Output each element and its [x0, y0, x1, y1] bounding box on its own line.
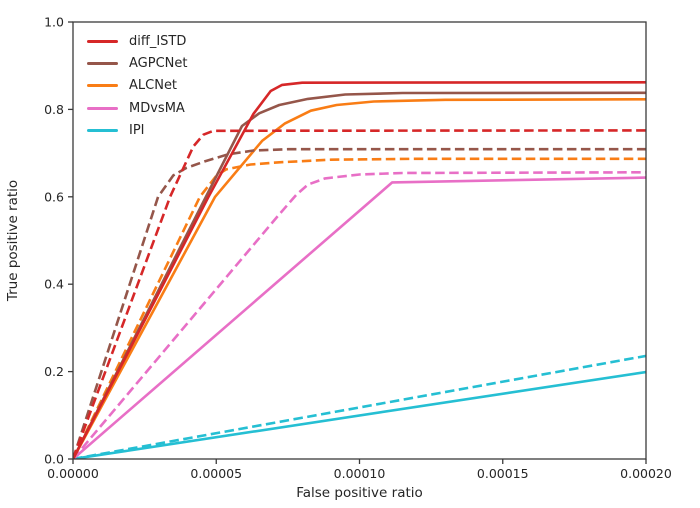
y-tick-label: 0.2: [44, 364, 64, 379]
legend-item-ipi: IPI: [87, 119, 187, 141]
series-MDvsMA-solid-line: [73, 176, 646, 459]
x-tick-label: 0.00000: [47, 466, 99, 481]
x-tick-label: 0.00005: [190, 466, 242, 481]
series-diff_ISTD-dashed-line: [73, 129, 646, 459]
legend-line-sample: [87, 106, 118, 110]
legend-line-sample: [87, 61, 118, 65]
y-tick-label: 0.6: [44, 189, 64, 204]
curves-group: [73, 81, 646, 459]
legend-line-sample: [87, 128, 118, 132]
x-tick-label: 0.00010: [334, 466, 386, 481]
y-tick-label: 1.0: [44, 15, 64, 30]
legend-item-diff-istd: diff_ISTD: [87, 30, 187, 52]
y-tick-label: 0.4: [44, 277, 64, 292]
legend-label: ALCNet: [129, 78, 178, 94]
legend-label: MDvsMA: [129, 100, 185, 116]
series-MDvsMA-dashed-line: [73, 171, 646, 459]
y-axis-label: True positive ratio: [5, 180, 21, 302]
series-diff_ISTD-solid-line: [73, 81, 646, 459]
series-IPI-solid-line: [73, 370, 646, 459]
x-tick-label: 0.00020: [620, 466, 672, 481]
legend-label: IPI: [129, 122, 145, 138]
legend: diff_ISTD AGPCNet ALCNet MDvsMA IPI: [87, 30, 187, 141]
series-AGPCNet-solid-line: [73, 91, 646, 459]
legend-line-sample: [87, 39, 118, 43]
legend-item-mdvsma: MDvsMA: [87, 97, 187, 119]
legend-item-alcnet: ALCNet: [87, 75, 187, 97]
legend-line-sample: [87, 84, 118, 88]
x-axis-label: False positive ratio: [296, 485, 423, 501]
series-IPI-dashed-line: [73, 354, 646, 459]
legend-label: AGPCNet: [129, 55, 188, 71]
x-tick-label: 0.00015: [477, 466, 529, 481]
legend-label: diff_ISTD: [129, 33, 187, 49]
series-ALCNet-dashed-line: [73, 157, 646, 459]
series-AGPCNet-dashed-line: [73, 147, 646, 459]
y-tick-label: 0.0: [44, 452, 64, 467]
series-ALCNet-solid-line: [73, 98, 646, 459]
y-axis-ticks: 0.0 0.2 0.4 0.6 0.8 1.0: [44, 15, 73, 467]
x-axis-ticks: 0.00000 0.00005 0.00010 0.00015 0.00020: [47, 459, 672, 481]
y-tick-label: 0.8: [44, 102, 64, 117]
legend-item-agpcnet: AGPCNet: [87, 52, 187, 74]
